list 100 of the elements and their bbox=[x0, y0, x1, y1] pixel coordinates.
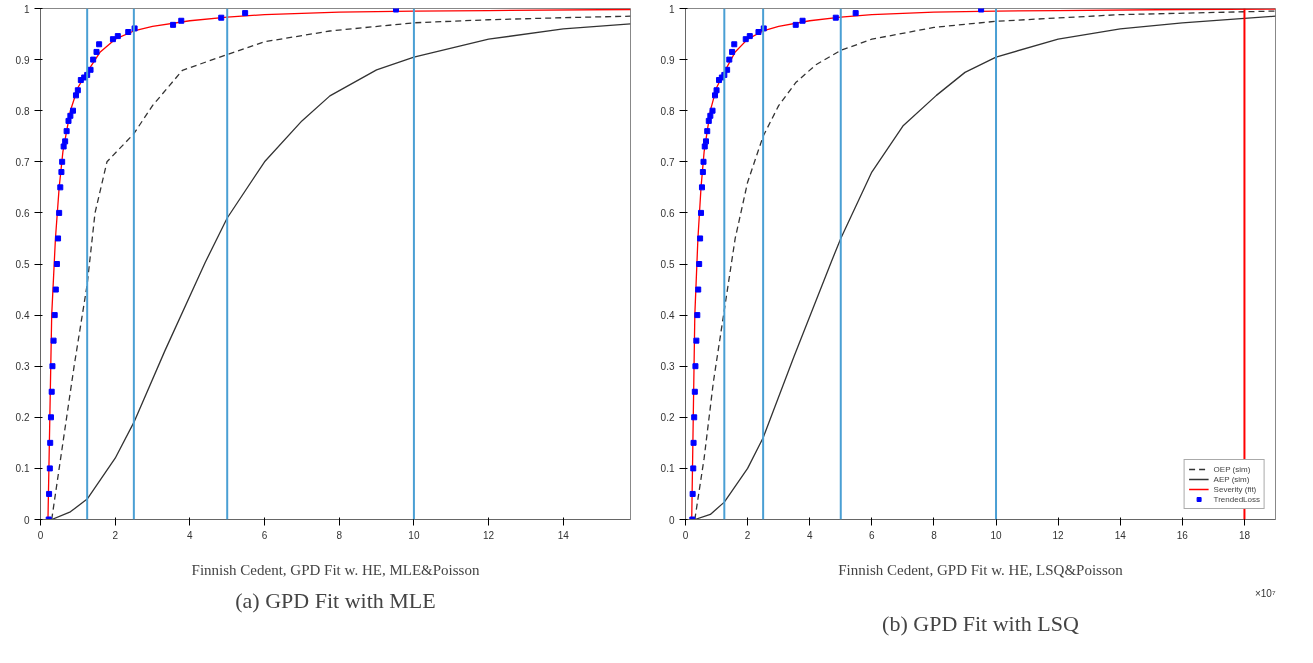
point bbox=[852, 10, 859, 17]
y-tick-label: 0.1 bbox=[15, 463, 30, 475]
point bbox=[47, 414, 54, 421]
point bbox=[696, 261, 703, 267]
point bbox=[712, 92, 718, 99]
y-tick-label: 0.4 bbox=[660, 310, 675, 322]
x-tick-label: 2 bbox=[112, 529, 119, 541]
point bbox=[755, 29, 762, 36]
x-tick-label: 0 bbox=[37, 529, 44, 541]
point bbox=[832, 14, 839, 21]
point bbox=[702, 138, 709, 145]
point bbox=[690, 439, 697, 446]
point bbox=[72, 92, 79, 99]
point bbox=[242, 10, 249, 17]
y-tick-label: 0.9 bbox=[15, 54, 30, 66]
point bbox=[698, 209, 705, 216]
y-tick-label: 0.4 bbox=[15, 310, 30, 322]
point bbox=[698, 184, 705, 191]
point bbox=[74, 87, 81, 94]
y-tick-label: 0.5 bbox=[660, 259, 675, 270]
y-tick-label: 0.1 bbox=[660, 463, 675, 475]
point bbox=[125, 29, 132, 36]
point bbox=[51, 312, 58, 319]
y-tick-label: 0.6 bbox=[660, 207, 675, 219]
x-tick-label: 6 bbox=[261, 529, 268, 541]
y-tick-label: 0.6 bbox=[15, 207, 30, 219]
legend-label: OEP (sim) bbox=[1213, 464, 1251, 474]
y-tick-label: 0.7 bbox=[660, 156, 675, 168]
point bbox=[93, 48, 100, 55]
x-tick-label: 10 bbox=[990, 529, 1003, 541]
y-tick-label: 1 bbox=[23, 3, 30, 15]
point bbox=[109, 36, 116, 43]
point bbox=[46, 490, 53, 497]
y-tick-label: 0.8 bbox=[15, 105, 30, 117]
legend-label: TrendedLoss bbox=[1213, 494, 1260, 504]
point bbox=[713, 87, 720, 94]
point bbox=[691, 388, 698, 395]
x-tick-label: 8 bbox=[336, 529, 343, 541]
x-axis-title: Finnish Cedent, GPD Fit w. HE, LSQ&Poisson bbox=[838, 561, 1124, 578]
point bbox=[58, 169, 65, 176]
x-tick-label: 14 bbox=[557, 529, 570, 541]
point bbox=[67, 112, 74, 119]
point bbox=[55, 235, 62, 242]
y-tick-label: 0.3 bbox=[15, 361, 30, 373]
point bbox=[90, 56, 97, 63]
point bbox=[731, 41, 738, 48]
y-tick-label: 0.5 bbox=[15, 259, 30, 270]
point bbox=[47, 439, 54, 446]
point bbox=[729, 48, 736, 55]
x-tick-label: 16 bbox=[1176, 529, 1189, 541]
point bbox=[695, 286, 702, 293]
point bbox=[697, 235, 704, 242]
x-tick-label: 12 bbox=[1052, 529, 1065, 541]
point bbox=[62, 138, 69, 145]
x-tick-label: 0 bbox=[682, 529, 689, 541]
point bbox=[50, 337, 57, 344]
point bbox=[59, 158, 66, 165]
x-tick-label: 12 bbox=[483, 529, 495, 541]
point bbox=[170, 21, 177, 28]
point bbox=[63, 128, 70, 135]
point bbox=[57, 184, 64, 191]
point bbox=[707, 112, 714, 119]
x-tick-label: 4 bbox=[187, 529, 194, 541]
point bbox=[694, 312, 701, 319]
y-tick-label: 0.8 bbox=[660, 105, 675, 117]
point bbox=[49, 363, 56, 370]
point bbox=[114, 33, 121, 40]
point bbox=[692, 363, 699, 370]
point bbox=[46, 465, 53, 472]
x-tick-label: 2 bbox=[744, 529, 751, 541]
text: (b) GPD Fit with LSQ bbox=[882, 610, 1080, 636]
x-axis-title: Finnish Cedent, GPD Fit w. HE, MLE&Poisson bbox=[191, 561, 480, 578]
point bbox=[746, 33, 753, 40]
point bbox=[60, 143, 67, 150]
x-tick-label: 8 bbox=[931, 529, 938, 541]
point bbox=[178, 17, 185, 24]
point bbox=[700, 158, 707, 165]
text: ×10⁷ bbox=[1254, 587, 1276, 599]
point bbox=[218, 14, 225, 21]
point bbox=[65, 117, 72, 124]
y-tick-label: 0.2 bbox=[660, 412, 675, 424]
point bbox=[53, 261, 60, 267]
point bbox=[48, 388, 55, 395]
point bbox=[693, 337, 700, 344]
y-tick-label: 0.9 bbox=[660, 54, 675, 66]
text: (a) GPD Fit with MLE bbox=[235, 587, 436, 613]
point bbox=[726, 56, 733, 63]
y-tick-label: 1 bbox=[668, 3, 675, 15]
point bbox=[691, 414, 698, 421]
point bbox=[69, 107, 76, 114]
y-tick-label: 0.2 bbox=[15, 412, 30, 424]
point bbox=[96, 41, 103, 48]
x-tick-label: 10 bbox=[408, 529, 420, 541]
point bbox=[699, 169, 706, 176]
point bbox=[689, 490, 696, 497]
point bbox=[709, 107, 716, 114]
point bbox=[52, 286, 59, 293]
y-tick-label: 0.3 bbox=[660, 361, 675, 373]
legend-label: AEP (sim) bbox=[1213, 474, 1250, 484]
point bbox=[799, 17, 806, 24]
